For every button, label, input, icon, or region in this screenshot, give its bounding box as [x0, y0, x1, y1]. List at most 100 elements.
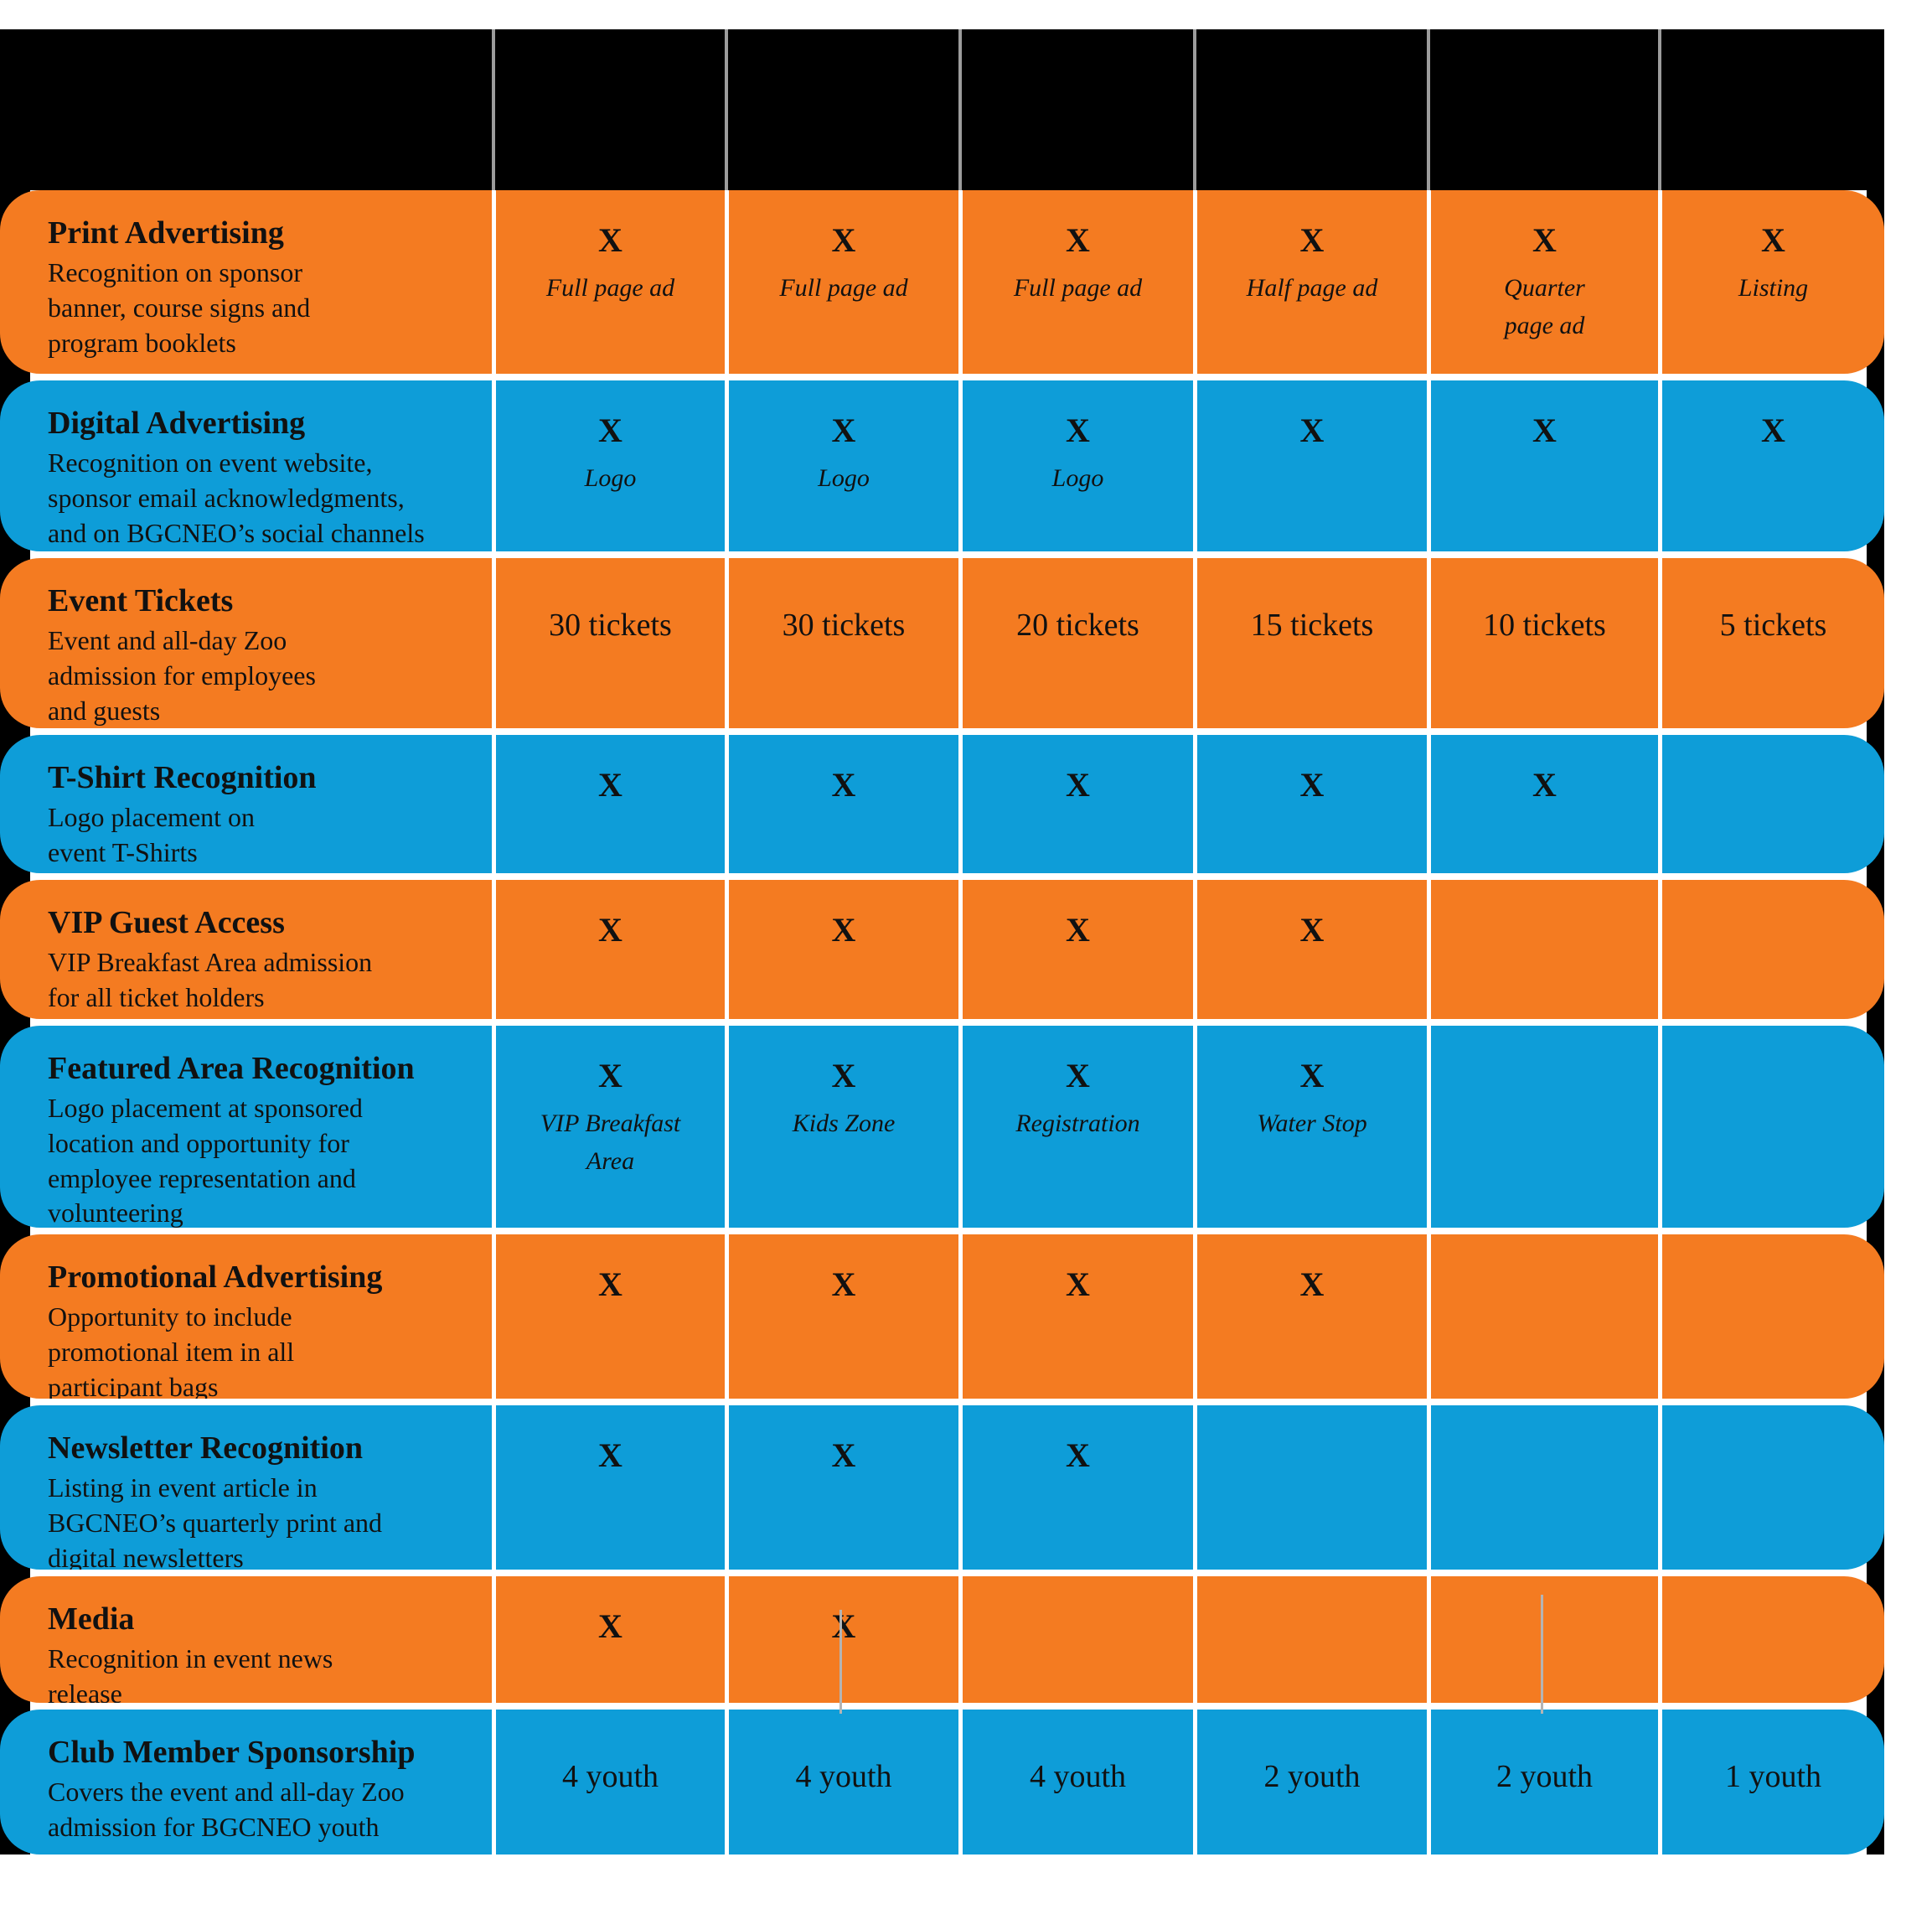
benefit-label-cell: T-Shirt Recognition Logo placement on ev… [0, 735, 492, 873]
benefit-title: VIP Guest Access [48, 905, 285, 940]
benefit-cell: X Registration [958, 1026, 1193, 1228]
x-mark: X [1299, 221, 1325, 259]
cell-value: 10 tickets [1483, 608, 1606, 643]
benefit-row: Media Recognition in event news release … [0, 1576, 1884, 1703]
cell-value: 4 youth [1029, 1759, 1127, 1794]
benefit-label-cell: Event Tickets Event and all-day Zoo admi… [0, 558, 492, 728]
cell-value: 2 youth [1263, 1759, 1361, 1794]
benefit-cell: X Kids Zone [725, 1026, 958, 1228]
benefit-cell: 30 tickets [725, 558, 958, 728]
benefit-cell: 1 youth [1658, 1710, 1884, 1855]
x-mark: X [831, 911, 856, 949]
header-column-divider [725, 29, 728, 190]
x-mark: X [1299, 1265, 1325, 1303]
cell-value: 15 tickets [1250, 608, 1374, 643]
x-mark: X [1761, 411, 1785, 449]
benefit-title: T-Shirt Recognition [48, 760, 317, 795]
cell-note: Water Stop [1257, 1110, 1367, 1137]
benefit-cell: X [725, 1234, 958, 1399]
x-mark: X [598, 1265, 622, 1303]
benefit-description: Listing in event article in BGCNEO’s qua… [48, 1472, 383, 1570]
benefit-cell: X [958, 1234, 1193, 1399]
benefit-row: Newsletter Recognition Listing in event … [0, 1405, 1884, 1570]
x-mark: X [1066, 411, 1090, 449]
benefit-description: Recognition on sponsor banner, course si… [48, 257, 311, 358]
benefit-cell: X Half page ad [1193, 190, 1427, 374]
benefit-row: Promotional Advertising Opportunity to i… [0, 1234, 1884, 1399]
x-mark: X [1066, 1265, 1090, 1303]
benefit-cell [1193, 1576, 1427, 1703]
benefit-cell: X Logo [725, 380, 958, 551]
benefit-cell: X [1193, 735, 1427, 873]
x-mark: X [1532, 411, 1557, 449]
cell-value: 4 youth [561, 1759, 659, 1794]
benefit-cell [1658, 1026, 1884, 1228]
benefit-description: Recognition on event website, sponsor em… [48, 447, 425, 548]
x-mark: X [1066, 1436, 1090, 1474]
benefit-cell: 2 youth [1427, 1710, 1658, 1855]
benefit-cell: X Logo [492, 380, 725, 551]
cell-value: 30 tickets [549, 608, 672, 643]
benefit-cell: X Full page ad [725, 190, 958, 374]
header-column-divider [1193, 29, 1196, 190]
cell-value: 5 tickets [1719, 608, 1827, 643]
benefit-cell [1658, 1576, 1884, 1703]
cell-value: 30 tickets [782, 608, 906, 643]
benefit-cell: 15 tickets [1193, 558, 1427, 728]
benefit-cell: X Quarter page ad [1427, 190, 1658, 374]
benefit-title: Newsletter Recognition [48, 1430, 364, 1466]
benefit-cell: X Water Stop [1193, 1026, 1427, 1228]
benefit-description: VIP Breakfast Area admission for all tic… [48, 947, 373, 1012]
benefit-cell: X [1193, 380, 1427, 551]
benefit-cell: X [492, 1234, 725, 1399]
benefit-cell [1427, 880, 1658, 1019]
benefit-cell [1427, 1026, 1658, 1228]
benefit-cell: X [1193, 880, 1427, 1019]
benefit-row: Digital Advertising Recognition on event… [0, 380, 1884, 551]
benefit-cell: 30 tickets [492, 558, 725, 728]
benefit-cell: X [725, 1405, 958, 1570]
x-mark: X [1299, 766, 1325, 804]
benefit-description: Event and all-day Zoo admission for empl… [48, 625, 316, 726]
benefit-row: Print Advertising Recognition on sponsor… [0, 190, 1884, 374]
benefit-description: Logo placement at sponsored location and… [48, 1093, 363, 1228]
benefit-description: Opportunity to include promotional item … [48, 1301, 295, 1399]
cell-note: Kids Zone [792, 1110, 896, 1137]
benefit-cell [1658, 1405, 1884, 1570]
benefit-cell [1427, 1234, 1658, 1399]
benefit-cell: X Listing [1658, 190, 1884, 374]
x-mark: X [1066, 221, 1090, 259]
cell-note: Listing [1738, 274, 1809, 302]
sponsorship-table: Print Advertising Recognition on sponsor… [0, 29, 1884, 1855]
cell-note: Registration [1015, 1110, 1140, 1137]
benefit-cell: X [725, 735, 958, 873]
x-mark: X [1299, 911, 1325, 949]
benefit-title: Media [48, 1601, 135, 1637]
benefit-description: Recognition in event news release [48, 1643, 333, 1703]
benefit-cell: X [958, 880, 1193, 1019]
x-mark: X [1532, 766, 1557, 804]
benefit-cell: X [725, 880, 958, 1019]
benefit-title: Event Tickets [48, 583, 234, 618]
benefit-cell: X [958, 735, 1193, 873]
x-mark: X [831, 1265, 856, 1303]
benefit-cell: 2 youth [1193, 1710, 1427, 1855]
benefit-row: Event Tickets Event and all-day Zoo admi… [0, 558, 1884, 728]
benefit-label-cell: Newsletter Recognition Listing in event … [0, 1405, 492, 1570]
x-mark: X [831, 766, 856, 804]
benefit-cell [1658, 880, 1884, 1019]
benefit-cell [1658, 1234, 1884, 1399]
x-mark: X [598, 1436, 622, 1474]
benefit-cell: 4 youth [725, 1710, 958, 1855]
x-mark: X [1066, 1057, 1090, 1094]
benefit-cell: 5 tickets [1658, 558, 1884, 728]
benefit-cell: X VIP Breakfast Area [492, 1026, 725, 1228]
stray-divider-line [839, 1610, 842, 1714]
benefit-cell: 10 tickets [1427, 558, 1658, 728]
benefit-label-cell: Featured Area Recognition Logo placement… [0, 1026, 492, 1228]
x-mark: X [831, 1436, 856, 1474]
x-mark: X [598, 411, 622, 449]
benefit-label-cell: Promotional Advertising Opportunity to i… [0, 1234, 492, 1399]
benefit-cell [1658, 735, 1884, 873]
